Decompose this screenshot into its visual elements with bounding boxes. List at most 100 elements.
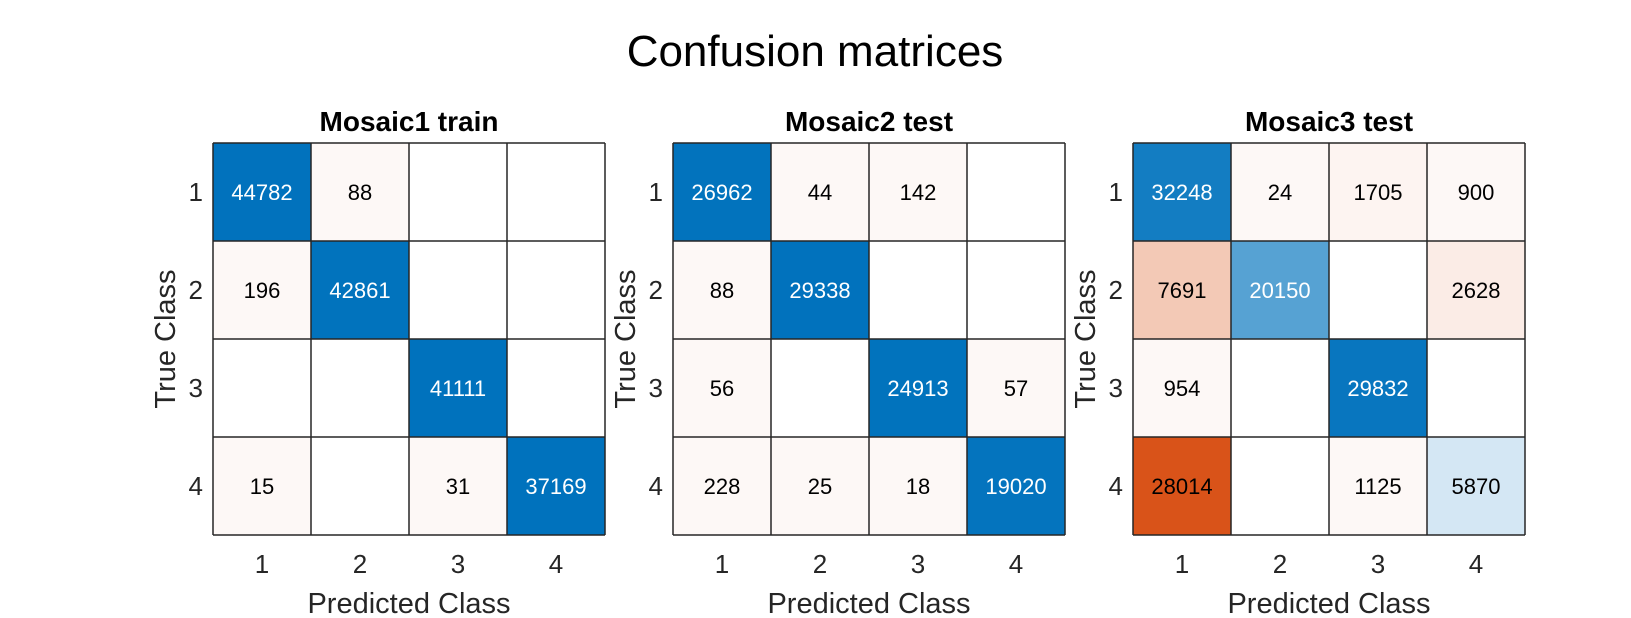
matrix-cell: [771, 437, 869, 535]
cell-value-label: 44782: [231, 180, 292, 205]
cell-value-label: 1705: [1354, 180, 1403, 205]
matrix-cell: [213, 339, 311, 437]
matrix-cell: [1231, 143, 1329, 241]
y-tick-label: 1: [1109, 177, 1123, 207]
matrix-cell: [673, 437, 771, 535]
cell-value-label: 37169: [525, 474, 586, 499]
cell-value-label: 900: [1458, 180, 1495, 205]
matrix-cell: [1133, 339, 1231, 437]
panel-title: Mosaic2 test: [785, 106, 953, 137]
matrix-cell: [967, 241, 1065, 339]
matrix-cell: [507, 437, 605, 535]
matrix-cell: [869, 437, 967, 535]
matrix-cell: [1329, 339, 1427, 437]
matrix-cell: [409, 241, 507, 339]
cell-value-label: 19020: [985, 474, 1046, 499]
y-axis-label: True Class: [610, 269, 642, 408]
cell-value-label: 2628: [1452, 278, 1501, 303]
matrix-cell: [673, 143, 771, 241]
x-tick-label: 4: [1009, 549, 1023, 579]
y-tick-label: 4: [1109, 471, 1123, 501]
matrix-cell: [409, 339, 507, 437]
y-tick-label: 4: [189, 471, 203, 501]
cell-value-label: 7691: [1158, 278, 1207, 303]
cell-value-label: 1125: [1354, 474, 1401, 499]
x-tick-label: 4: [549, 549, 563, 579]
cell-value-label: 5870: [1452, 474, 1501, 499]
matrix-cell: [1133, 437, 1231, 535]
x-axis-label: Predicted Class: [767, 588, 970, 618]
matrix-cell: [771, 339, 869, 437]
x-tick-label: 3: [451, 549, 465, 579]
matrix-cell: [213, 437, 311, 535]
cell-value-label: 56: [710, 376, 734, 401]
matrix-cell: [673, 339, 771, 437]
matrix-cell: [213, 143, 311, 241]
matrix-cell: [409, 437, 507, 535]
matrix-cell: [673, 241, 771, 339]
matrix-cell: [1231, 437, 1329, 535]
matrix-cell: [311, 437, 409, 535]
cell-value-label: 142: [900, 180, 937, 205]
matrix-cell: [1231, 339, 1329, 437]
cell-value-label: 88: [710, 278, 734, 303]
matrix-cell: [507, 143, 605, 241]
confusion-matrix-panel-3: 32248 2 4 1705 900 7691 20150 2628 954 29832 28014…: [1070, 106, 1526, 618]
panel-title: Mosaic3 test: [1245, 106, 1413, 137]
cell-value-label: 20150: [1249, 278, 1310, 303]
x-axis-label: Predicted Class: [1227, 588, 1430, 618]
matrix-cell: [507, 339, 605, 437]
cell-value-label: 88: [348, 180, 372, 205]
matrix-cell: [967, 437, 1065, 535]
matrix-cell: [1427, 241, 1525, 339]
panel-title: Mosaic1 train: [320, 106, 499, 137]
matrix-cell: [1329, 143, 1427, 241]
x-tick-label: 1: [715, 549, 729, 579]
matrix-cell: [1427, 437, 1525, 535]
y-tick-label: 4: [649, 471, 663, 501]
figure-title: Confusion matrices: [627, 27, 1004, 76]
matrix-cell: [967, 339, 1065, 437]
y-tick-label: 1: [189, 177, 203, 207]
cell-value-label: 32248: [1151, 180, 1212, 205]
cell-value-label: 29832: [1347, 376, 1408, 401]
x-tick-label: 1: [1175, 549, 1189, 579]
cell-value-label: 44: [808, 180, 832, 205]
matrix-cell: [1427, 339, 1525, 437]
cell-value-label: 954: [1164, 376, 1201, 401]
x-tick-label: 3: [1371, 549, 1385, 579]
x-tick-label: 2: [353, 549, 367, 579]
matrix-cell: [967, 143, 1065, 241]
y-tick-label: 2: [649, 275, 663, 305]
cell-value-label: 24913: [887, 376, 948, 401]
cell-value-label: 15: [250, 474, 274, 499]
y-tick-label: 3: [649, 373, 663, 403]
cell-value-label: 25: [808, 474, 832, 499]
cell-value-label: 28014: [1151, 474, 1212, 499]
matrix-cell: [869, 143, 967, 241]
y-tick-label: 2: [189, 275, 203, 305]
matrix-cell: [1329, 437, 1427, 535]
y-tick-label: 2: [1109, 275, 1123, 305]
x-tick-label: 2: [1273, 549, 1287, 579]
y-tick-label: 1: [649, 177, 663, 207]
cell-value-label: 196: [244, 278, 281, 303]
matrix-cell: [1231, 241, 1329, 339]
x-tick-label: 3: [911, 549, 925, 579]
cell-value-label: 31: [446, 474, 470, 499]
y-axis-label: True Class: [150, 269, 182, 408]
matrix-cell: [869, 339, 967, 437]
y-tick-label: 3: [1109, 373, 1123, 403]
x-tick-label: 1: [255, 549, 269, 579]
y-tick-label: 3: [189, 373, 203, 403]
matrix-cell: [771, 143, 869, 241]
matrix-cell: [311, 241, 409, 339]
x-tick-label: 4: [1469, 549, 1483, 579]
x-tick-label: 2: [813, 549, 827, 579]
cell-value-label: 42861: [329, 278, 390, 303]
x-axis-label: Predicted Class: [307, 588, 510, 618]
cell-value-label: 26962: [691, 180, 752, 205]
